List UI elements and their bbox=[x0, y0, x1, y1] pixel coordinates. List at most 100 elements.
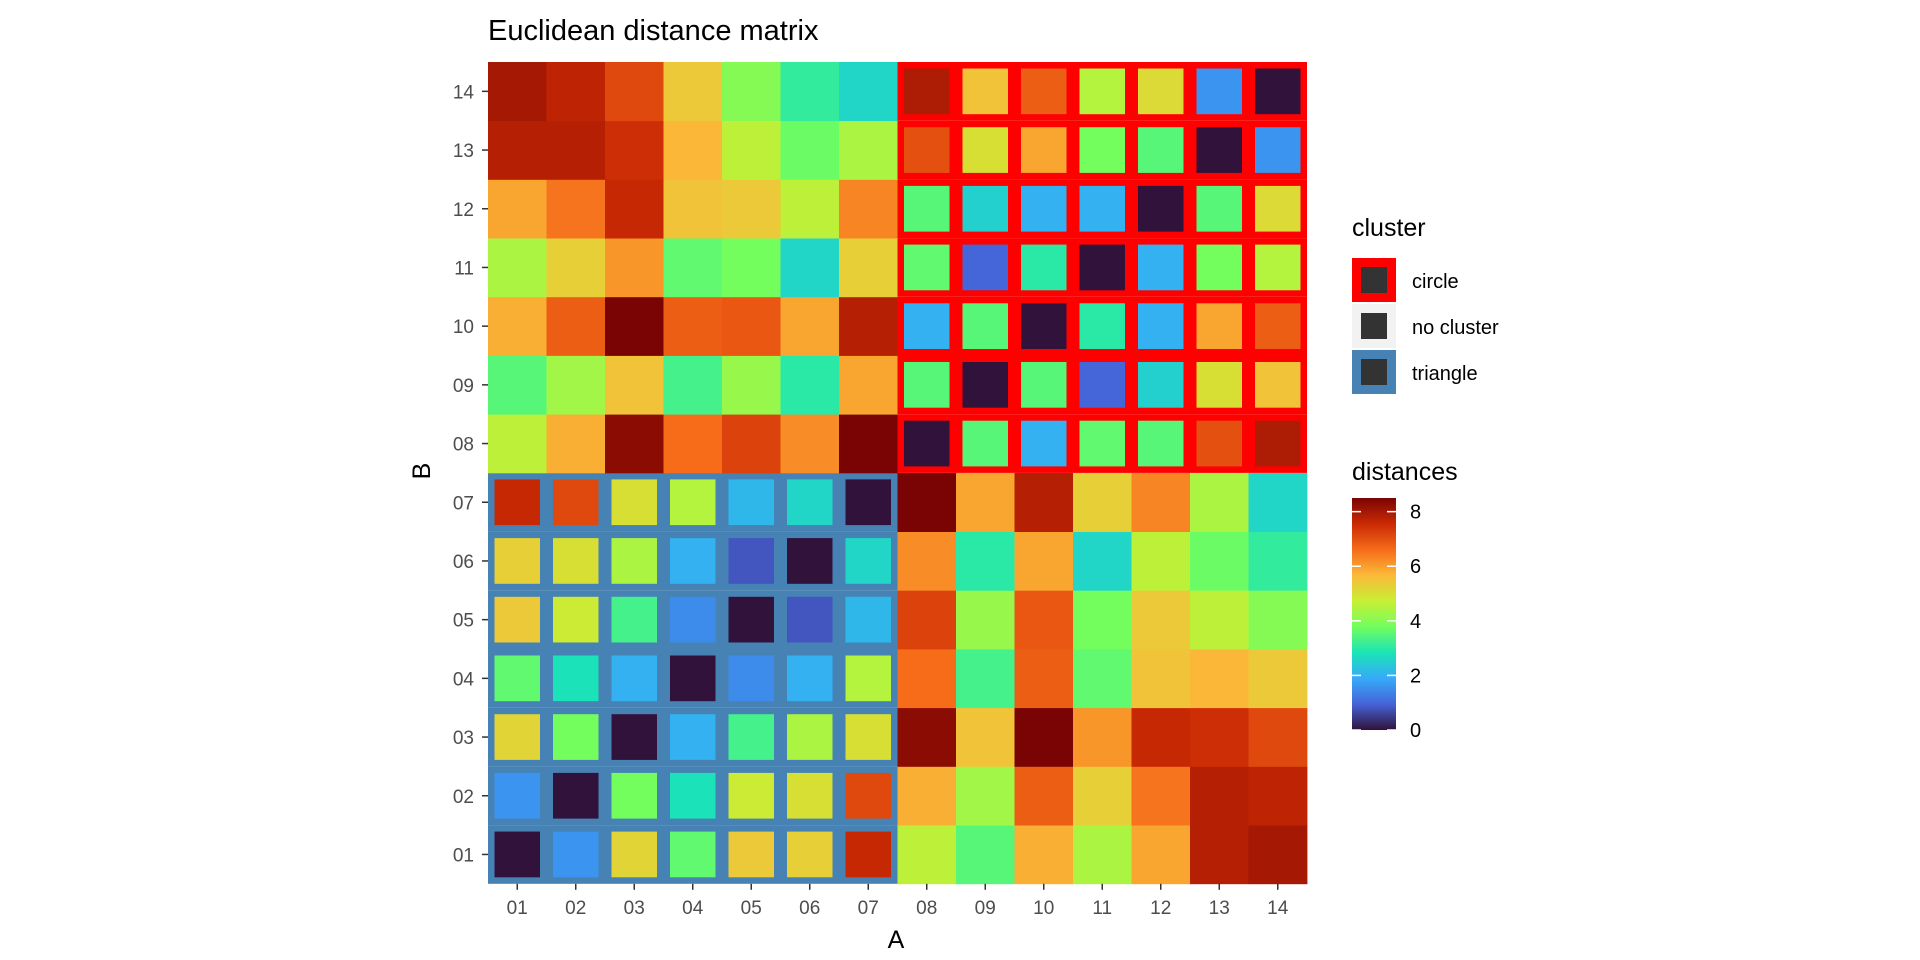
cluster-legend-title: cluster bbox=[1352, 214, 1426, 242]
heatmap-cell bbox=[546, 414, 606, 474]
heatmap-cell bbox=[1196, 127, 1242, 173]
x-tick-label: 13 bbox=[1209, 898, 1230, 919]
heatmap-cell bbox=[663, 414, 723, 474]
heatmap-cell bbox=[494, 831, 540, 878]
heatmap-cell bbox=[1014, 825, 1074, 885]
heatmap-cell bbox=[1021, 362, 1067, 408]
heatmap-cell bbox=[553, 655, 599, 702]
heatmap-cell bbox=[1021, 185, 1067, 232]
heatmap-cell bbox=[722, 414, 781, 474]
heatmap-cell bbox=[1196, 68, 1242, 115]
heatmap-cell bbox=[722, 238, 781, 298]
heatmap-cell bbox=[780, 355, 840, 415]
heatmap-cell bbox=[787, 538, 833, 584]
heatmap-cell bbox=[1079, 362, 1125, 408]
heatmap-cell bbox=[962, 362, 1008, 408]
heatmap-cell bbox=[845, 655, 891, 702]
colorbar-tick-label: 6 bbox=[1410, 556, 1421, 578]
heatmap-cell bbox=[546, 62, 606, 122]
y-tick-label: 02 bbox=[453, 787, 474, 808]
heatmap-cell bbox=[839, 296, 898, 356]
heatmap-cell bbox=[553, 479, 599, 526]
x-tick-label: 08 bbox=[916, 898, 937, 919]
heatmap-cell bbox=[1073, 472, 1132, 532]
heatmap-cell bbox=[670, 538, 716, 584]
heatmap-cell bbox=[722, 355, 781, 415]
heatmap-cell bbox=[1073, 766, 1132, 826]
heatmap-cell bbox=[962, 185, 1008, 232]
colorbar bbox=[1352, 498, 1396, 730]
heatmap-cell bbox=[611, 655, 657, 702]
heatmap-cell bbox=[1248, 766, 1308, 826]
heatmap-cell bbox=[728, 596, 774, 643]
heatmap-cell bbox=[488, 414, 547, 474]
heatmap-cell bbox=[1131, 766, 1191, 826]
heatmap-cell bbox=[780, 414, 840, 474]
heatmap-cell bbox=[663, 296, 723, 356]
heatmap-cell bbox=[787, 831, 833, 878]
heatmap-cell bbox=[605, 355, 664, 415]
heatmap-cell bbox=[1196, 185, 1242, 232]
heatmap-cell bbox=[728, 538, 774, 584]
heatmap-cell bbox=[787, 772, 833, 819]
heatmap-cell bbox=[1073, 531, 1132, 591]
heatmap-cell bbox=[1138, 362, 1184, 408]
heatmap-cell bbox=[611, 538, 657, 584]
heatmap-cell bbox=[904, 362, 950, 408]
heatmap-cell bbox=[787, 596, 833, 643]
heatmap-cell bbox=[962, 303, 1008, 349]
heatmap-cell bbox=[553, 831, 599, 878]
heatmap-cell bbox=[1073, 825, 1132, 885]
heatmap-cell bbox=[663, 355, 723, 415]
heatmap-cell bbox=[722, 296, 781, 356]
heatmap-cell bbox=[546, 296, 606, 356]
heatmap-cell bbox=[663, 238, 723, 298]
heatmap-cell bbox=[611, 714, 657, 760]
x-tick-label: 12 bbox=[1150, 898, 1171, 919]
heatmap-cell bbox=[897, 590, 957, 650]
cluster-legend: cluster circle no cluster triangle bbox=[1352, 214, 1499, 394]
heatmap-cell bbox=[605, 414, 664, 474]
x-tick-label: 03 bbox=[624, 898, 645, 919]
heatmap-cell bbox=[1073, 707, 1132, 767]
heatmap-cell bbox=[1131, 825, 1191, 885]
heatmap-panel bbox=[488, 62, 1308, 885]
heatmap-cell bbox=[728, 479, 774, 526]
heatmap-cell bbox=[670, 772, 716, 819]
colorbar-tick-label: 0 bbox=[1410, 720, 1421, 742]
heatmap-cell bbox=[1021, 244, 1067, 291]
heatmap-cell bbox=[787, 479, 833, 526]
heatmap-cell bbox=[611, 596, 657, 643]
x-tick-label: 06 bbox=[799, 898, 820, 919]
heatmap-cell bbox=[1138, 68, 1184, 115]
cluster-legend-label: no cluster bbox=[1412, 317, 1499, 339]
heatmap-cell bbox=[1021, 303, 1067, 349]
heatmap-cell bbox=[494, 772, 540, 819]
heatmap-cell bbox=[1255, 362, 1301, 408]
heatmap-cell bbox=[1131, 707, 1191, 767]
cluster-legend-swatch bbox=[1361, 313, 1387, 339]
y-tick-label: 13 bbox=[453, 141, 474, 162]
heatmap-cell bbox=[780, 120, 840, 180]
heatmap-cell bbox=[1248, 707, 1308, 767]
heatmap-cell bbox=[728, 714, 774, 760]
heatmap-cell bbox=[845, 596, 891, 643]
heatmap-cell bbox=[1131, 472, 1191, 532]
heatmap-cell bbox=[1248, 590, 1308, 650]
heatmap-cell bbox=[1248, 472, 1308, 532]
heatmap-cell bbox=[553, 538, 599, 584]
x-tick-label: 10 bbox=[1033, 898, 1054, 919]
y-tick-label: 08 bbox=[453, 435, 474, 456]
heatmap-cell bbox=[904, 420, 950, 467]
heatmap-cell bbox=[1248, 825, 1308, 885]
x-tick-labels: 01 02 03 04 05 06 07 08 09 10 11 12 13 14 bbox=[507, 883, 1289, 919]
heatmap-cell bbox=[962, 68, 1008, 115]
y-tick-label: 12 bbox=[453, 200, 474, 221]
heatmap-cell bbox=[494, 479, 540, 526]
heatmap-cell bbox=[663, 120, 723, 180]
colorbar-tick-label: 8 bbox=[1410, 502, 1421, 524]
heatmap-cell bbox=[904, 185, 950, 232]
heatmap-cell bbox=[1021, 420, 1067, 467]
heatmap-cell bbox=[1014, 531, 1074, 591]
heatmap-cell bbox=[839, 179, 898, 239]
